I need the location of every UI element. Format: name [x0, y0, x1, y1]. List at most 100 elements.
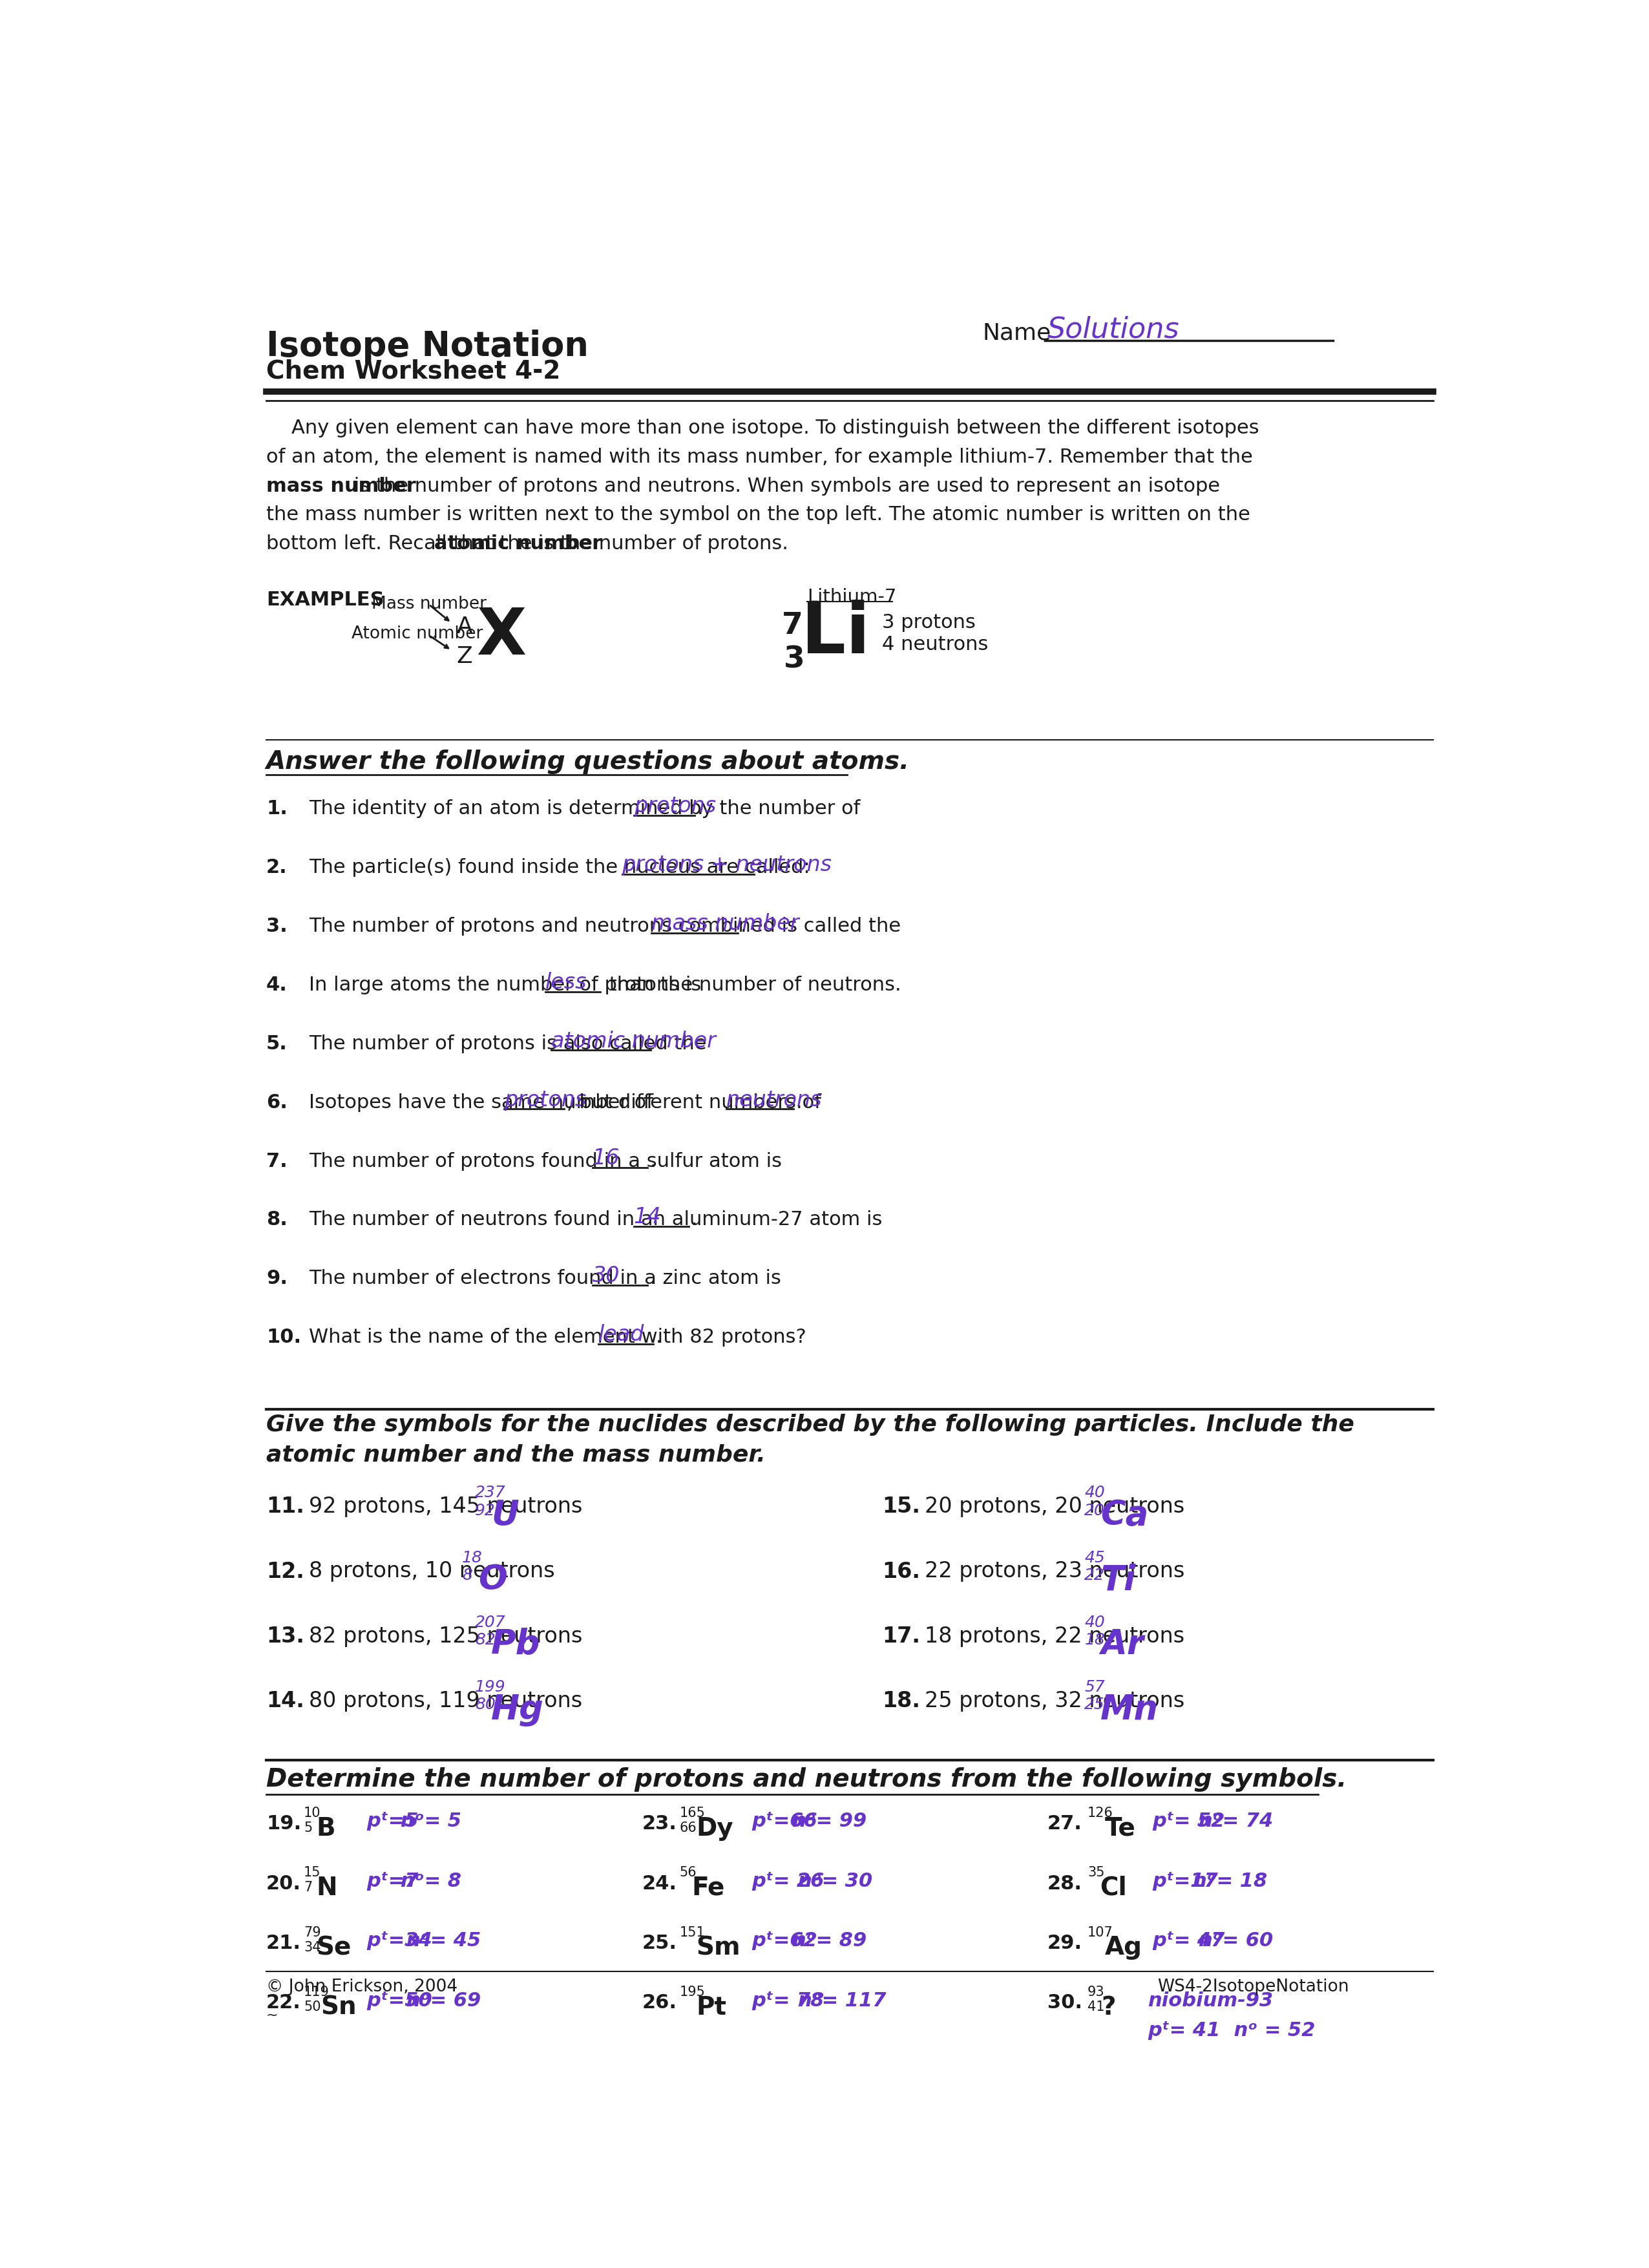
- Text: 22.: 22.: [265, 1994, 302, 2012]
- Text: 93: 93: [1087, 1987, 1105, 1998]
- Text: Sm: Sm: [696, 1935, 740, 1960]
- Text: 35: 35: [1087, 1867, 1105, 1880]
- Text: 9.: 9.: [265, 1270, 287, 1288]
- Text: 3: 3: [783, 646, 805, 674]
- Text: 40: 40: [1085, 1615, 1105, 1631]
- Text: X: X: [477, 606, 526, 669]
- Text: pᵗ= 41  nᵒ = 52: pᵗ= 41 nᵒ = 52: [1148, 2021, 1316, 2039]
- Text: 28.: 28.: [1047, 1873, 1082, 1894]
- Text: 21.: 21.: [265, 1935, 302, 1953]
- Text: 195: 195: [679, 1987, 706, 1998]
- Text: 15.: 15.: [882, 1497, 920, 1517]
- Text: protons + neutrons: protons + neutrons: [622, 855, 833, 875]
- Text: , but different numbers of: , but different numbers of: [567, 1093, 828, 1111]
- Text: .: .: [656, 1329, 663, 1347]
- Text: 10: 10: [303, 1808, 322, 1819]
- Text: 25.: 25.: [641, 1935, 676, 1953]
- Text: 29.: 29.: [1047, 1935, 1082, 1953]
- Text: 12.: 12.: [265, 1560, 305, 1583]
- Text: ~: ~: [265, 2009, 279, 2021]
- Text: pᵗ= 52: pᵗ= 52: [1153, 1812, 1225, 1830]
- Text: 19.: 19.: [265, 1814, 302, 1833]
- Text: Solutions: Solutions: [1047, 315, 1179, 345]
- Text: niobium-93: niobium-93: [1148, 1991, 1273, 2009]
- Text: 16: 16: [592, 1148, 620, 1168]
- Text: Isotope Notation: Isotope Notation: [265, 329, 589, 363]
- Text: protons: protons: [633, 796, 716, 816]
- Text: 34: 34: [303, 1941, 322, 1953]
- Text: 4.: 4.: [265, 975, 287, 993]
- Text: bottom left. Recall that the: bottom left. Recall that the: [265, 535, 539, 553]
- Text: 18 protons, 22 neutrons: 18 protons, 22 neutrons: [925, 1626, 1184, 1647]
- Text: of an atom, the element is named with its mass number, for example lithium-7. Re: of an atom, the element is named with it…: [265, 447, 1253, 467]
- Text: O: O: [478, 1563, 506, 1597]
- Text: pᵗ=34: pᵗ=34: [366, 1932, 432, 1950]
- Text: .: .: [796, 1093, 803, 1111]
- Text: pᵗ=5: pᵗ=5: [366, 1812, 419, 1830]
- Text: atomic number: atomic number: [434, 535, 602, 553]
- Text: pᵗ=66: pᵗ=66: [752, 1812, 818, 1830]
- Text: nᵒ= 99: nᵒ= 99: [792, 1812, 866, 1830]
- Text: Hg: Hg: [491, 1692, 544, 1726]
- Text: Give the symbols for the nuclides described by the following particles. Include : Give the symbols for the nuclides descri…: [265, 1413, 1354, 1436]
- Text: Answer the following questions about atoms.: Answer the following questions about ato…: [265, 751, 910, 773]
- Text: 16.: 16.: [882, 1560, 920, 1583]
- Text: 7: 7: [303, 1880, 312, 1894]
- Text: 151: 151: [679, 1926, 706, 1939]
- Text: 7: 7: [782, 612, 803, 640]
- Text: pᵗ=7: pᵗ=7: [366, 1871, 419, 1892]
- Text: Determine the number of protons and neutrons from the following symbols.: Determine the number of protons and neut…: [265, 1767, 1347, 1792]
- Text: In large atoms the number of protons is: In large atoms the number of protons is: [308, 975, 707, 993]
- Text: less: less: [546, 971, 587, 993]
- Text: Z: Z: [457, 646, 473, 667]
- Text: nᵒ= 60: nᵒ= 60: [1199, 1932, 1273, 1950]
- Text: is the number of protons and neutrons. When symbols are used to represent an iso: is the number of protons and neutrons. W…: [348, 476, 1220, 494]
- Text: .: .: [650, 1270, 656, 1288]
- Text: 6.: 6.: [265, 1093, 287, 1111]
- Text: The number of protons is also called the: The number of protons is also called the: [308, 1034, 712, 1052]
- Text: 126: 126: [1087, 1808, 1113, 1819]
- Text: nᵒ= 5: nᵒ= 5: [401, 1812, 462, 1830]
- Text: WS4-2IsotopeNotation: WS4-2IsotopeNotation: [1158, 1978, 1349, 1996]
- Text: Dy: Dy: [696, 1817, 734, 1842]
- Text: nᵒ= 117: nᵒ= 117: [798, 1991, 886, 2009]
- Text: .: .: [757, 857, 763, 878]
- Text: 27.: 27.: [1047, 1814, 1082, 1833]
- Text: pᵗ= 47: pᵗ= 47: [1153, 1932, 1225, 1950]
- Text: 26.: 26.: [641, 1994, 676, 2012]
- Text: 14: 14: [633, 1207, 661, 1227]
- Text: Mass number: Mass number: [371, 596, 486, 612]
- Text: atomic number and the mass number.: atomic number and the mass number.: [265, 1445, 765, 1465]
- Text: 14.: 14.: [265, 1690, 305, 1712]
- Text: Se: Se: [317, 1935, 351, 1960]
- Text: 30.: 30.: [1047, 1994, 1082, 2012]
- Text: 80: 80: [475, 1696, 496, 1712]
- Text: 66: 66: [679, 1821, 696, 1835]
- Text: 199: 199: [475, 1678, 506, 1694]
- Text: The number of protons and neutrons combined is called the: The number of protons and neutrons combi…: [308, 916, 907, 937]
- Text: nᵒ= 18: nᵒ= 18: [1192, 1871, 1266, 1892]
- Text: Chem Worksheet 4-2: Chem Worksheet 4-2: [265, 358, 561, 383]
- Text: is the number of protons.: is the number of protons.: [531, 535, 788, 553]
- Text: .: .: [650, 1152, 656, 1170]
- Text: Atomic number: Atomic number: [351, 626, 483, 642]
- Text: The particle(s) found inside the nucleus are called:: The particle(s) found inside the nucleus…: [308, 857, 816, 878]
- Text: nᵒ= 30: nᵒ= 30: [798, 1871, 872, 1892]
- Text: nᵒ= 45: nᵒ= 45: [406, 1932, 482, 1950]
- Text: 18.: 18.: [882, 1690, 920, 1712]
- Text: A: A: [457, 615, 473, 637]
- Text: Fe: Fe: [693, 1876, 726, 1901]
- Text: .: .: [698, 801, 702, 819]
- Text: Any given element can have more than one isotope. To distinguish between the dif: Any given element can have more than one…: [265, 420, 1260, 438]
- Text: 165: 165: [679, 1808, 706, 1819]
- Text: 18: 18: [462, 1549, 483, 1565]
- Text: Ar: Ar: [1100, 1628, 1144, 1662]
- Text: 107: 107: [1087, 1926, 1113, 1939]
- Text: protons: protons: [505, 1089, 585, 1111]
- Text: N: N: [317, 1876, 338, 1901]
- Text: 23.: 23.: [641, 1814, 676, 1833]
- Text: 7.: 7.: [265, 1152, 287, 1170]
- Text: .: .: [691, 1211, 698, 1229]
- Text: 57: 57: [1085, 1678, 1105, 1694]
- Text: 24.: 24.: [641, 1873, 676, 1894]
